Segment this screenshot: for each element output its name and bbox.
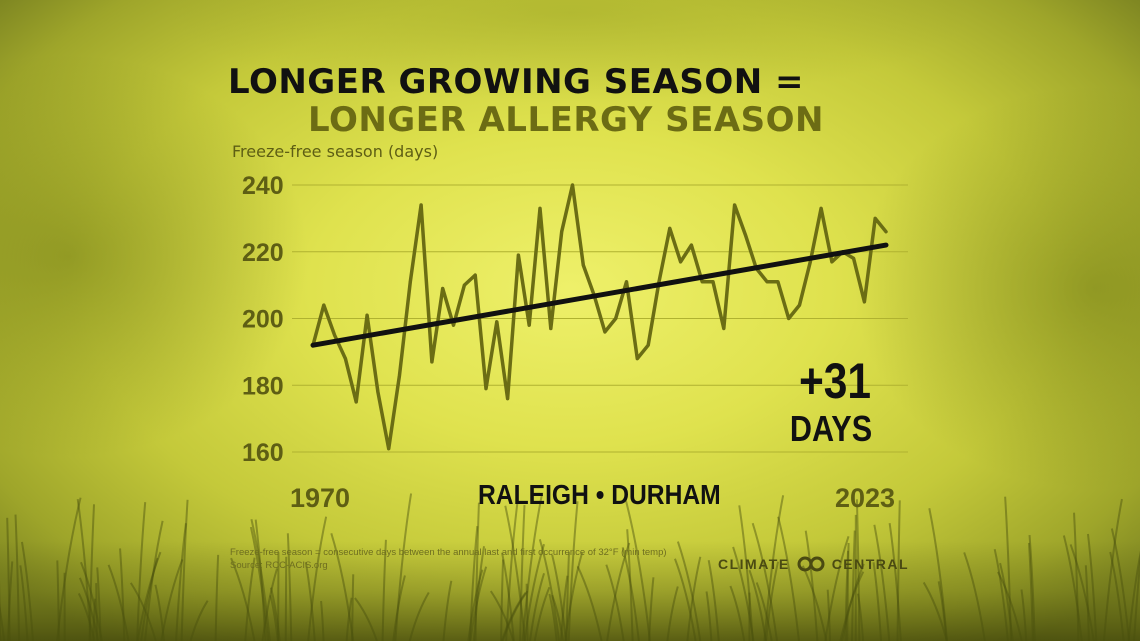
data-point-1982 [441, 286, 445, 290]
data-point-1980 [419, 203, 423, 207]
y-tick-label-200: 200 [242, 306, 284, 334]
logo-word-left: CLIMATE [718, 556, 790, 572]
footnote: Freeze-free season = consecutive days be… [230, 546, 667, 572]
data-point-2022 [873, 216, 877, 220]
data-point-2001 [646, 343, 650, 347]
data-point-1987 [495, 320, 499, 324]
data-point-2007 [711, 280, 715, 284]
x-tick-label-start: 1970 [290, 483, 350, 513]
series-line [311, 183, 888, 451]
logo-rings-icon [797, 556, 825, 572]
logo-word-right: CENTRAL [831, 556, 910, 572]
data-point-1971 [322, 303, 326, 307]
data-point-2018 [830, 260, 834, 264]
data-point-2005 [689, 243, 693, 247]
data-point-1999 [625, 280, 629, 284]
data-point-1995 [581, 263, 585, 267]
change-unit: DAYS [789, 408, 873, 449]
data-point-2012 [765, 280, 769, 284]
location-label: RALEIGH • DURHAM [478, 479, 721, 510]
data-point-2006 [700, 280, 704, 284]
y-tick-label-220: 220 [242, 239, 284, 267]
data-point-1975 [365, 313, 369, 317]
y-tick-label-160: 160 [242, 439, 284, 467]
data-point-1977 [387, 447, 391, 451]
y-tick-label-240: 240 [242, 172, 284, 200]
change-value: +31 [798, 353, 872, 409]
data-point-2015 [798, 303, 802, 307]
data-point-1989 [516, 253, 520, 257]
footnote-source: Source: RCC-ACIS.org [230, 560, 328, 571]
data-point-1978 [397, 373, 401, 377]
data-point-1988 [506, 397, 510, 401]
data-point-1981 [430, 360, 434, 364]
data-point-1973 [343, 357, 347, 361]
data-point-2009 [733, 203, 737, 207]
data-point-1992 [549, 327, 553, 331]
data-point-2023 [884, 230, 888, 234]
data-point-1994 [570, 183, 574, 187]
chart-subtitle: LONGER ALLERGY SEASON [308, 100, 825, 140]
data-point-1976 [376, 390, 380, 394]
data-point-2008 [722, 327, 726, 331]
y-axis-label: Freeze-free season (days) [232, 142, 439, 161]
data-point-2021 [862, 300, 866, 304]
data-point-2004 [679, 260, 683, 264]
data-point-1990 [527, 323, 531, 327]
data-point-1997 [603, 330, 607, 334]
data-point-1998 [614, 317, 618, 320]
data-point-2017 [819, 206, 823, 210]
data-point-2010 [743, 233, 747, 237]
data-point-1972 [333, 333, 337, 337]
data-point-1984 [462, 283, 466, 287]
data-point-1974 [354, 400, 358, 404]
data-point-1985 [473, 273, 477, 277]
data-point-2014 [787, 317, 791, 320]
data-point-1979 [408, 280, 412, 284]
footnote-definition: Freeze-free season = consecutive days be… [230, 547, 667, 558]
x-tick-label-end: 2023 [835, 483, 895, 513]
data-point-2003 [668, 226, 672, 230]
data-point-1983 [452, 323, 456, 327]
y-tick-label-180: 180 [242, 372, 284, 400]
data-point-2013 [776, 280, 780, 284]
chart-title: LONGER GROWING SEASON = [228, 62, 805, 102]
data-point-2000 [635, 357, 639, 361]
data-point-1991 [538, 206, 542, 210]
trend-line [310, 242, 889, 348]
climate-central-logo: CLIMATE CENTRAL [718, 556, 909, 572]
data-point-1993 [560, 230, 564, 234]
data-point-1986 [484, 387, 488, 391]
data-point-2016 [808, 260, 812, 264]
data-point-2020 [852, 256, 856, 260]
